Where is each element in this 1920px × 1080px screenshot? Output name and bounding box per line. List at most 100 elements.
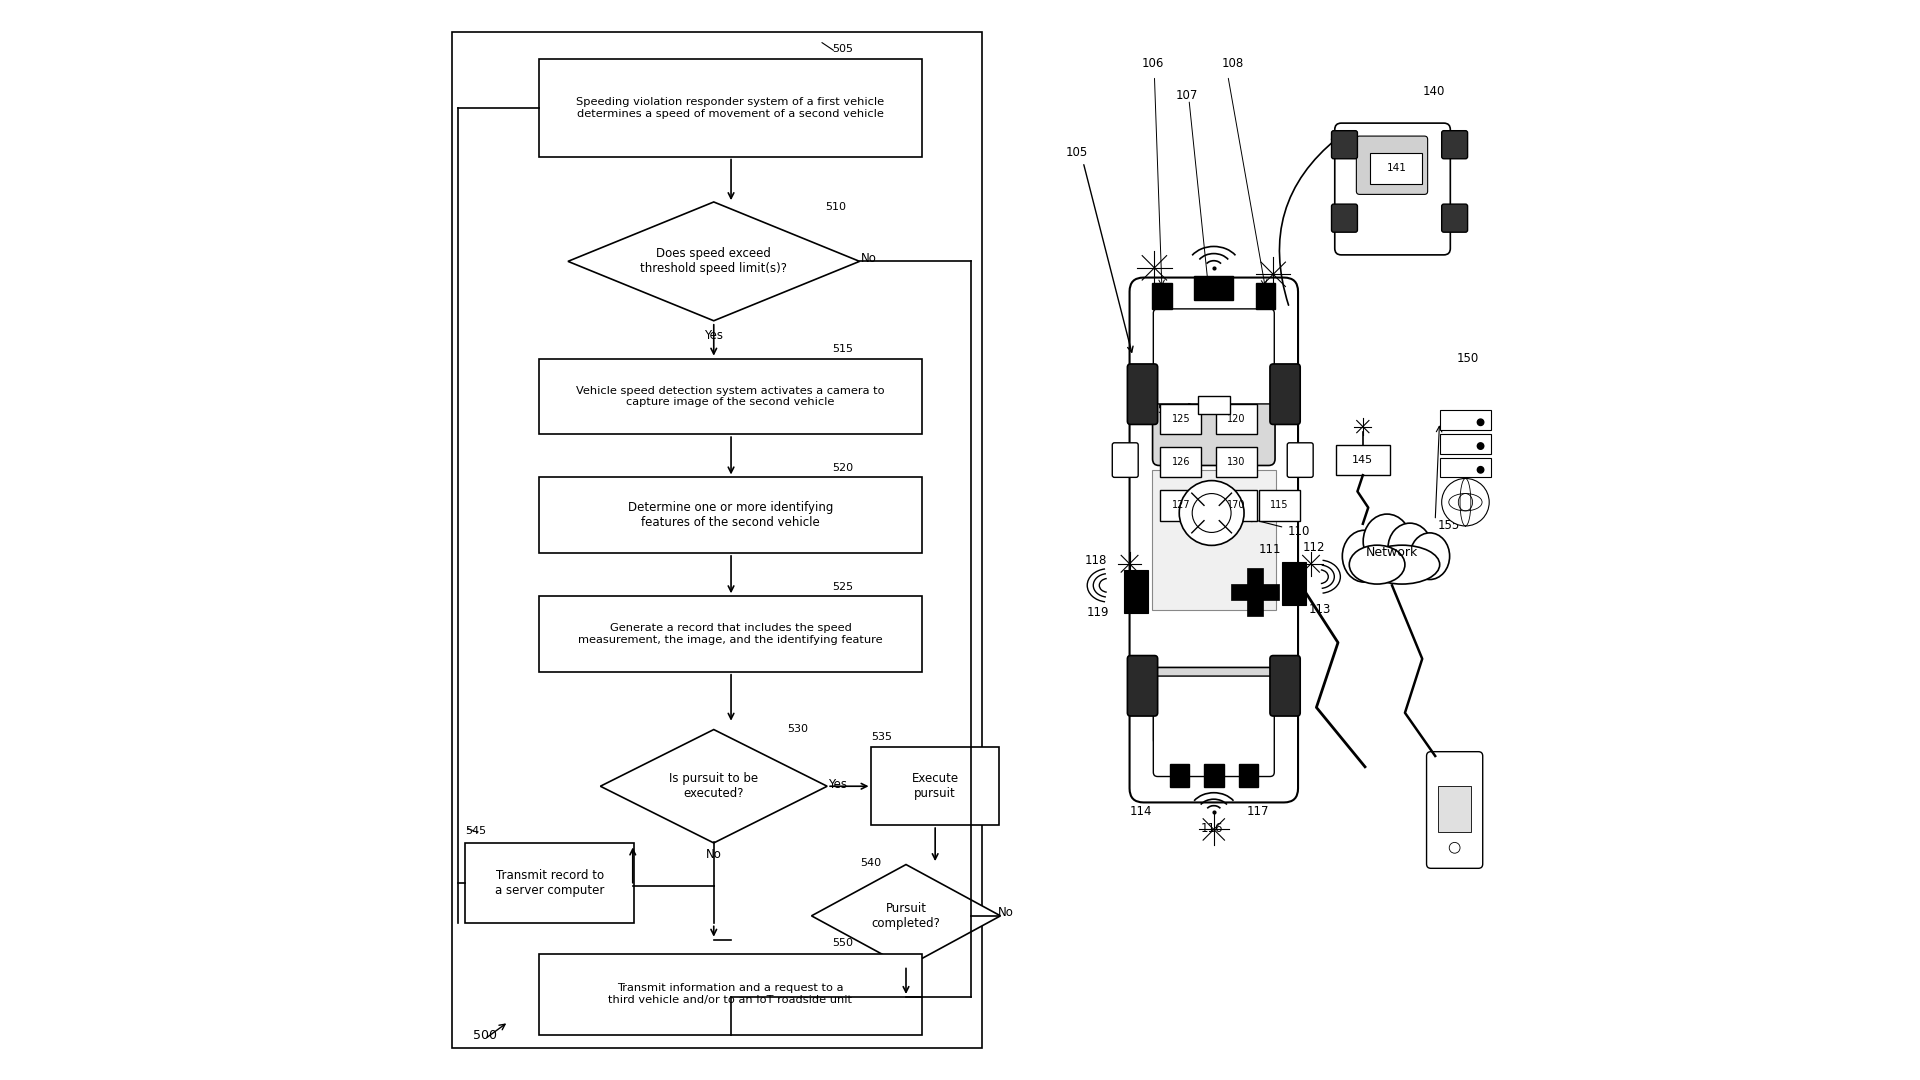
Polygon shape	[1246, 568, 1263, 616]
Ellipse shape	[1365, 545, 1440, 584]
Circle shape	[1450, 842, 1459, 853]
FancyBboxPatch shape	[1152, 379, 1275, 465]
Ellipse shape	[1409, 532, 1450, 580]
Text: 170: 170	[1227, 500, 1246, 511]
Text: 520: 520	[833, 463, 854, 473]
FancyBboxPatch shape	[1125, 570, 1148, 613]
FancyBboxPatch shape	[1286, 443, 1313, 477]
Text: 115: 115	[1261, 500, 1281, 511]
Text: Speeding violation responder system of a first vehicle
determines a speed of mov: Speeding violation responder system of a…	[576, 97, 885, 119]
FancyBboxPatch shape	[1269, 656, 1300, 716]
Text: 105: 105	[1066, 146, 1089, 159]
FancyBboxPatch shape	[1438, 786, 1471, 832]
Text: 130: 130	[1227, 457, 1246, 468]
FancyBboxPatch shape	[1169, 764, 1188, 787]
Text: Yes: Yes	[705, 329, 724, 342]
Text: Yes: Yes	[828, 778, 847, 791]
FancyBboxPatch shape	[540, 59, 922, 157]
Text: 126: 126	[1164, 455, 1181, 465]
Text: 107: 107	[1175, 90, 1198, 103]
FancyBboxPatch shape	[1332, 204, 1357, 232]
FancyBboxPatch shape	[1204, 764, 1223, 787]
Text: 120: 120	[1217, 411, 1236, 422]
Text: 118: 118	[1085, 554, 1106, 567]
FancyBboxPatch shape	[1356, 136, 1428, 194]
Ellipse shape	[1388, 523, 1432, 572]
Text: 125: 125	[1171, 414, 1190, 424]
Text: 120: 120	[1227, 414, 1246, 424]
Ellipse shape	[1342, 530, 1386, 582]
Text: 135: 135	[1144, 403, 1194, 416]
FancyBboxPatch shape	[1334, 123, 1450, 255]
Text: 127: 127	[1171, 500, 1190, 511]
FancyBboxPatch shape	[1160, 404, 1202, 434]
Text: 530: 530	[787, 725, 808, 734]
Text: 106: 106	[1140, 57, 1164, 70]
FancyBboxPatch shape	[1371, 153, 1423, 184]
FancyBboxPatch shape	[1194, 276, 1233, 300]
FancyBboxPatch shape	[1152, 470, 1275, 610]
Circle shape	[1476, 443, 1484, 449]
Text: 160: 160	[1457, 827, 1478, 840]
Text: 126: 126	[1171, 457, 1190, 468]
Text: 115: 115	[1271, 500, 1288, 511]
FancyBboxPatch shape	[540, 477, 922, 553]
FancyBboxPatch shape	[1215, 447, 1258, 477]
FancyBboxPatch shape	[1154, 309, 1275, 404]
Text: Pursuit
completed?: Pursuit completed?	[872, 902, 941, 930]
Ellipse shape	[1350, 545, 1405, 584]
Text: 500: 500	[472, 1029, 497, 1042]
FancyBboxPatch shape	[1442, 131, 1467, 159]
Text: 110: 110	[1248, 517, 1309, 538]
Text: 540: 540	[860, 859, 881, 868]
FancyBboxPatch shape	[1238, 764, 1258, 787]
FancyBboxPatch shape	[1127, 364, 1158, 424]
Text: No: No	[998, 906, 1014, 919]
Text: Yes: Yes	[897, 972, 916, 985]
Text: 117: 117	[1246, 806, 1269, 819]
FancyBboxPatch shape	[465, 843, 634, 923]
Text: 535: 535	[872, 732, 893, 742]
Text: 145: 145	[1352, 455, 1373, 465]
Text: 150: 150	[1457, 352, 1478, 365]
Text: 112: 112	[1302, 541, 1325, 554]
FancyBboxPatch shape	[1260, 490, 1300, 521]
Text: 155: 155	[1438, 519, 1459, 532]
FancyBboxPatch shape	[1215, 404, 1258, 434]
FancyBboxPatch shape	[1440, 458, 1492, 477]
Circle shape	[1179, 481, 1244, 545]
FancyBboxPatch shape	[1283, 562, 1306, 605]
Text: No: No	[860, 252, 877, 265]
Text: Does speed exceed
threshold speed limit(s)?: Does speed exceed threshold speed limit(…	[639, 247, 787, 275]
FancyBboxPatch shape	[1160, 447, 1202, 477]
Text: 515: 515	[833, 345, 854, 354]
Text: 125: 125	[1164, 411, 1181, 422]
FancyBboxPatch shape	[540, 359, 922, 434]
FancyBboxPatch shape	[1269, 364, 1300, 424]
Text: 550: 550	[833, 939, 854, 948]
Text: 114: 114	[1129, 806, 1152, 819]
Polygon shape	[568, 202, 860, 321]
Circle shape	[1442, 478, 1490, 526]
FancyBboxPatch shape	[1160, 490, 1202, 521]
Text: 140: 140	[1423, 85, 1444, 98]
Text: 510: 510	[826, 202, 847, 212]
FancyBboxPatch shape	[1127, 656, 1158, 716]
Circle shape	[1476, 467, 1484, 473]
FancyBboxPatch shape	[1152, 283, 1171, 309]
Text: 505: 505	[833, 44, 854, 54]
FancyBboxPatch shape	[1440, 410, 1492, 430]
FancyBboxPatch shape	[1440, 434, 1492, 454]
Text: Transmit record to
a server computer: Transmit record to a server computer	[495, 869, 605, 897]
Circle shape	[1192, 494, 1231, 532]
FancyBboxPatch shape	[1215, 490, 1258, 521]
FancyBboxPatch shape	[1198, 396, 1231, 414]
Text: Determine one or more identifying
features of the second vehicle: Determine one or more identifying featur…	[628, 501, 833, 529]
FancyBboxPatch shape	[1442, 204, 1467, 232]
Text: 108: 108	[1221, 57, 1244, 70]
FancyBboxPatch shape	[1336, 445, 1390, 475]
Text: 116: 116	[1200, 822, 1223, 835]
Text: Transmit information and a request to a
third vehicle and/or to an IoT roadside : Transmit information and a request to a …	[609, 983, 852, 1004]
Text: 127: 127	[1164, 498, 1181, 509]
FancyBboxPatch shape	[1427, 752, 1482, 868]
